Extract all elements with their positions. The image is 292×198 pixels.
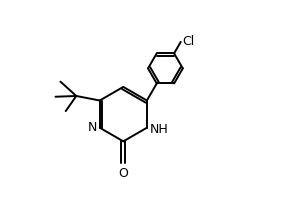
Text: NH: NH	[150, 123, 169, 136]
Text: O: O	[118, 168, 128, 180]
Text: Cl: Cl	[182, 35, 194, 48]
Text: N: N	[87, 121, 97, 134]
